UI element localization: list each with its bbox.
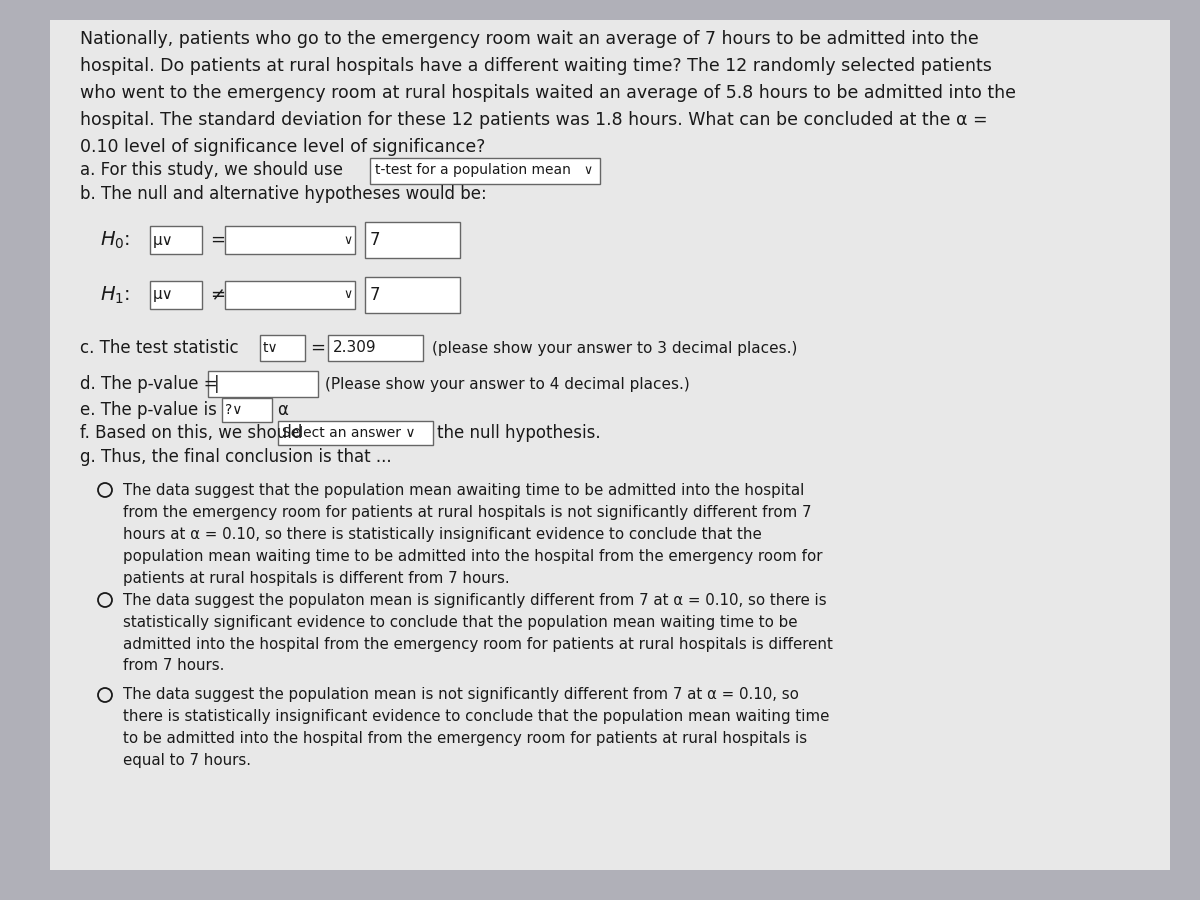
Bar — [226, 281, 355, 309]
Text: =: = — [310, 339, 325, 357]
Text: The data suggest that the population mean awaiting time to be admitted into the : The data suggest that the population mea… — [124, 482, 804, 498]
Bar — [328, 335, 424, 361]
Bar — [365, 277, 460, 313]
Text: Nationally, patients who go to the emergency room wait an average of 7 hours to : Nationally, patients who go to the emerg… — [80, 30, 979, 48]
Bar — [370, 158, 600, 184]
Bar — [226, 226, 355, 254]
Text: from 7 hours.: from 7 hours. — [124, 659, 224, 673]
Text: μ∨: μ∨ — [154, 232, 174, 248]
Text: there is statistically insignificant evidence to conclude that the population me: there is statistically insignificant evi… — [124, 709, 829, 725]
Text: f. Based on this, we should: f. Based on this, we should — [80, 424, 302, 442]
Bar — [208, 371, 318, 397]
Text: patients at rural hospitals is different from 7 hours.: patients at rural hospitals is different… — [124, 571, 510, 586]
Text: who went to the emergency room at rural hospitals waited an average of 5.8 hours: who went to the emergency room at rural … — [80, 84, 1016, 102]
Bar — [278, 421, 433, 445]
Bar — [260, 335, 305, 361]
Text: t-test for a population mean: t-test for a population mean — [374, 163, 571, 177]
Text: ∨: ∨ — [583, 164, 593, 176]
Text: The data suggest the population mean is not significantly different from 7 at α : The data suggest the population mean is … — [124, 688, 799, 703]
Text: statistically significant evidence to conclude that the population mean waiting : statistically significant evidence to co… — [124, 615, 798, 629]
Bar — [150, 281, 202, 309]
Text: to be admitted into the hospital from the emergency room for patients at rural h: to be admitted into the hospital from th… — [124, 732, 808, 746]
Text: ≠: ≠ — [210, 286, 226, 304]
Text: (please show your answer to 3 decimal places.): (please show your answer to 3 decimal pl… — [432, 340, 797, 356]
Text: b. The null and alternative hypotheses would be:: b. The null and alternative hypotheses w… — [80, 185, 487, 203]
Text: hours at α = 0.10, so there is statistically insignificant evidence to conclude : hours at α = 0.10, so there is statistic… — [124, 526, 762, 542]
Bar — [222, 398, 272, 422]
Text: |: | — [214, 375, 220, 393]
Text: μ∨: μ∨ — [154, 287, 174, 302]
Text: =: = — [210, 231, 226, 249]
Text: α: α — [277, 401, 288, 419]
Text: a. For this study, we should use: a. For this study, we should use — [80, 161, 343, 179]
Text: population mean waiting time to be admitted into the hospital from the emergency: population mean waiting time to be admit… — [124, 548, 822, 563]
Text: 7: 7 — [370, 286, 380, 304]
Text: 7: 7 — [370, 231, 380, 249]
Text: admitted into the hospital from the emergency room for patients at rural hospita: admitted into the hospital from the emer… — [124, 636, 833, 652]
Text: hospital. The standard deviation for these 12 patients was 1.8 hours. What can b: hospital. The standard deviation for the… — [80, 111, 988, 129]
Text: 2.309: 2.309 — [334, 340, 377, 356]
Text: Select an answer ∨: Select an answer ∨ — [282, 426, 415, 440]
Text: t∨: t∨ — [263, 341, 278, 355]
Text: $H_1$:: $H_1$: — [100, 284, 130, 306]
Text: e. The p-value is: e. The p-value is — [80, 401, 217, 419]
Text: ?∨: ?∨ — [226, 403, 242, 417]
Text: g. Thus, the final conclusion is that ...: g. Thus, the final conclusion is that ..… — [80, 448, 391, 466]
Text: The data suggest the populaton mean is significantly different from 7 at α = 0.1: The data suggest the populaton mean is s… — [124, 592, 827, 608]
Text: (Please show your answer to 4 decimal places.): (Please show your answer to 4 decimal pl… — [325, 376, 690, 392]
Bar — [365, 222, 460, 258]
Text: equal to 7 hours.: equal to 7 hours. — [124, 753, 251, 769]
Text: ∨: ∨ — [343, 289, 353, 302]
Bar — [150, 226, 202, 254]
Text: d. The p-value =: d. The p-value = — [80, 375, 217, 393]
Text: $H_0$:: $H_0$: — [100, 230, 130, 250]
Text: c. The test statistic: c. The test statistic — [80, 339, 239, 357]
Text: hospital. Do patients at rural hospitals have a different waiting time? The 12 r: hospital. Do patients at rural hospitals… — [80, 57, 992, 75]
Text: ∨: ∨ — [343, 233, 353, 247]
Text: from the emergency room for patients at rural hospitals is not significantly dif: from the emergency room for patients at … — [124, 505, 811, 519]
Text: the null hypothesis.: the null hypothesis. — [437, 424, 601, 442]
Text: 0.10 level of significance level of significance?: 0.10 level of significance level of sign… — [80, 138, 485, 156]
